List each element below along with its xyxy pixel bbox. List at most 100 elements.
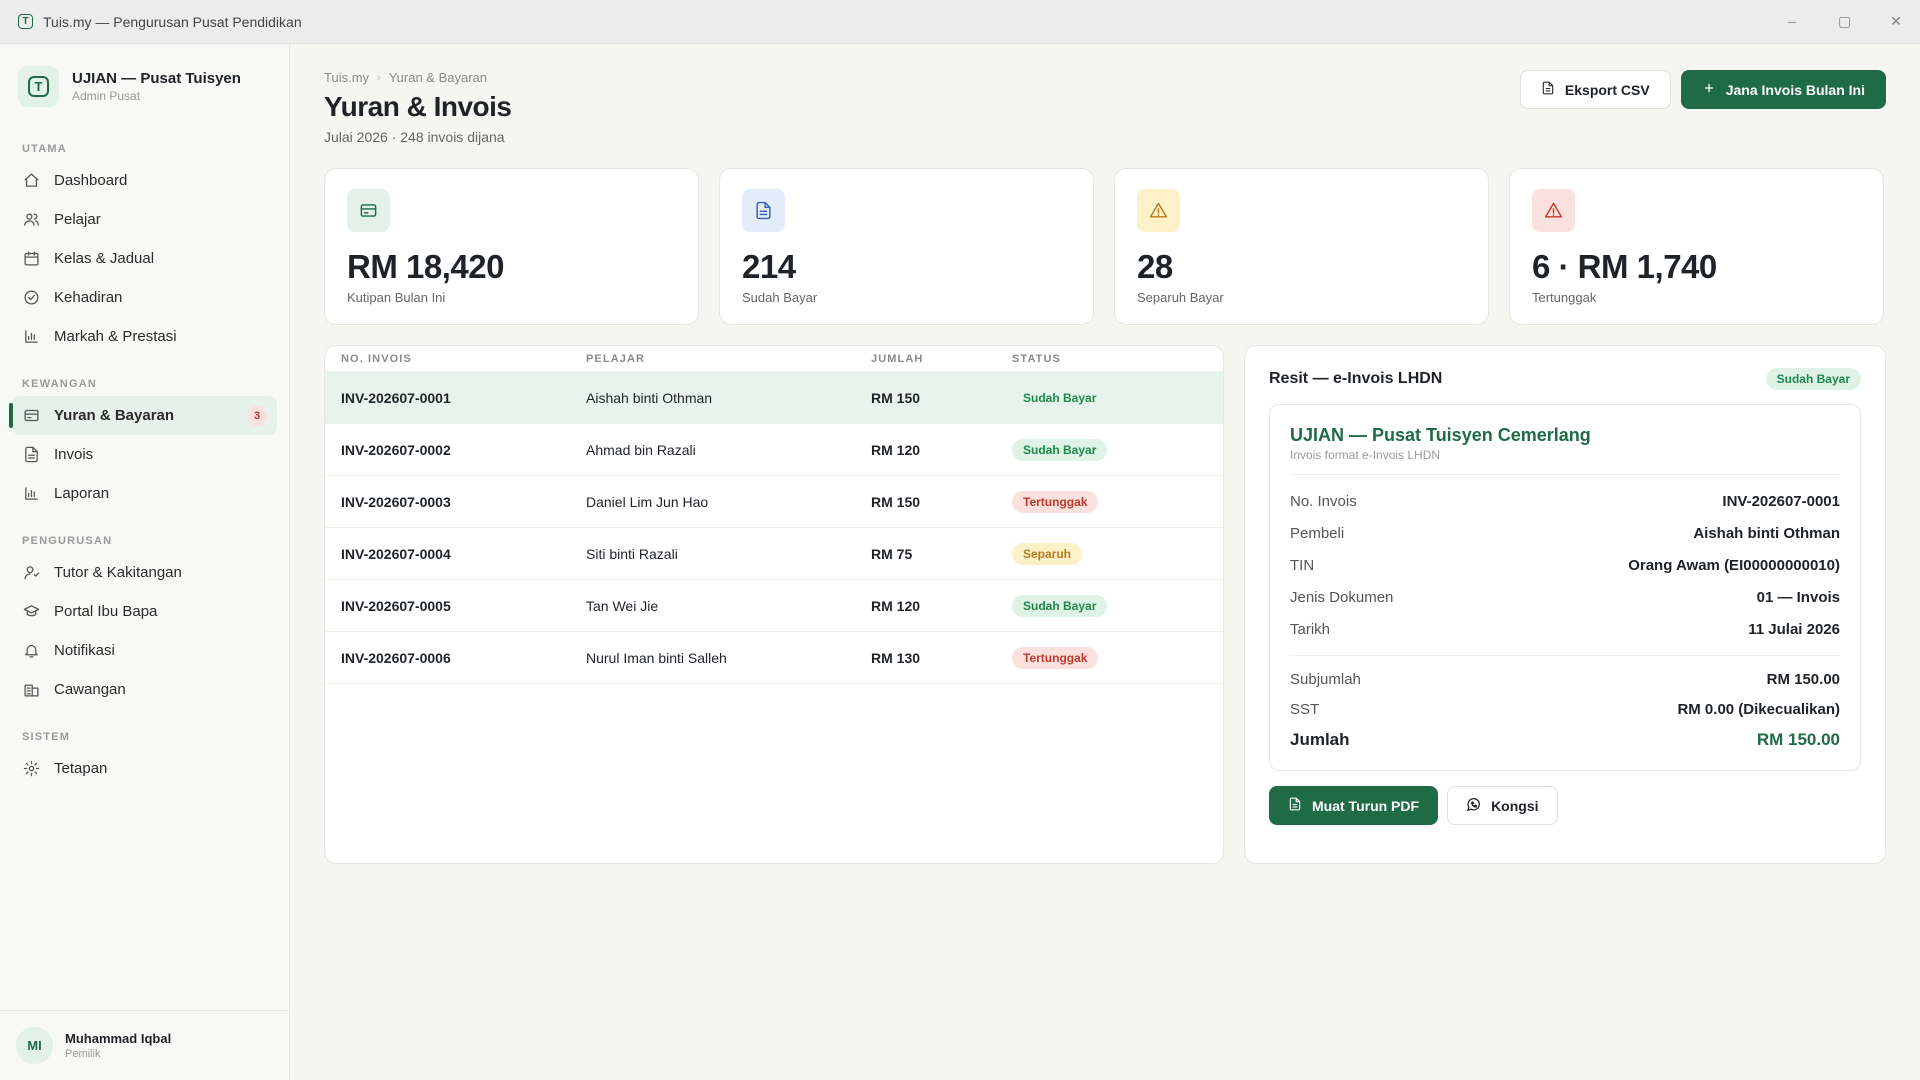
warning-icon xyxy=(1532,189,1575,232)
sidebar-item-kelas-jadual[interactable]: Kelas & Jadual xyxy=(12,239,277,278)
user-role: Pemilik xyxy=(65,1048,101,1060)
brand-name: UJIAN — Pusat Tuisyen xyxy=(72,70,241,87)
invoice-amount: RM 150 xyxy=(871,389,921,406)
bar-chart-icon xyxy=(22,485,40,503)
receipt-sst: SST RM 0.00 (Dikecualikan) xyxy=(1290,700,1840,718)
avatar: MI xyxy=(16,1027,53,1064)
home-icon xyxy=(22,172,40,190)
invoice-table: NO. INVOIS PELAJAR JUMLAH STATUS INV-202607… xyxy=(324,345,1224,864)
users-icon xyxy=(22,211,40,229)
receipt-status-badge: Sudah Bayar xyxy=(1765,368,1861,390)
sidebar-item-label: Notifikasi xyxy=(54,642,115,659)
invoice-amount: RM 120 xyxy=(871,441,921,458)
user-name: Muhammad Iqbal xyxy=(65,1031,172,1046)
maximize-button[interactable]: ▢ xyxy=(1838,13,1852,29)
invoice-number: INV-202607-0003 xyxy=(341,493,451,510)
table-row[interactable]: INV-202607-0001 Aishah binti Othman RM 150… xyxy=(325,372,1223,424)
field-label: TIN xyxy=(1290,556,1315,574)
sidebar-item-tutor-kakitangan[interactable]: Tutor & Kakitangan xyxy=(12,553,277,592)
stats-row: RM 18,420 Kutipan Bulan Ini 214 Sudah Bayar… xyxy=(324,168,1886,325)
generate-invoices-button[interactable]: Jana Invois Bulan Ini xyxy=(1680,70,1886,109)
calendar-icon xyxy=(22,250,40,268)
status-badge: Sudah Bayar xyxy=(1023,390,1097,405)
breadcrumb: Tuis.my › Yuran & Bayaran xyxy=(324,70,1886,85)
column-header-status: STATUS xyxy=(1012,352,1061,365)
minimize-button[interactable]: – xyxy=(1788,13,1796,29)
status-badge: Sudah Bayar xyxy=(1012,594,1108,617)
sidebar-item-label: Pelajar xyxy=(54,211,101,228)
sidebar-item-dashboard[interactable]: Dashboard xyxy=(12,161,277,200)
stat-value: RM 18,420 xyxy=(347,248,504,285)
stat-card-sudah-bayar: 214 Sudah Bayar xyxy=(719,168,1094,325)
file-icon xyxy=(742,189,785,232)
table-row[interactable]: INV-202607-0005 Tan Wei Jie RM 120 Sudah Ba… xyxy=(325,580,1223,632)
download-pdf-button[interactable]: Muat Turun PDF xyxy=(1269,786,1439,825)
table-row[interactable]: INV-202607-0004 Siti binti Razali RM 75 Sep… xyxy=(325,528,1223,580)
status-badge: Sudah Bayar xyxy=(1012,438,1108,461)
invoice-number: INV-202607-0001 xyxy=(341,389,451,406)
graduation-cap-icon xyxy=(22,603,40,621)
credit-card-icon xyxy=(22,407,40,425)
building-icon xyxy=(22,681,40,699)
sidebar-item-label: Portal Ibu Bapa xyxy=(54,603,158,620)
credit-card-icon xyxy=(347,189,390,232)
export-csv-button[interactable]: Eksport CSV xyxy=(1519,70,1671,109)
receipt-org-subtitle: Invois format e-Invois LHDN xyxy=(1290,448,1840,475)
bell-icon xyxy=(22,642,40,660)
student-name: Daniel Lim Jun Hao xyxy=(586,493,709,510)
share-button[interactable]: Kongsi xyxy=(1447,786,1558,825)
field-value: 11 Julai 2026 xyxy=(1748,620,1840,638)
sidebar-item-laporan[interactable]: Laporan xyxy=(12,474,277,513)
field-value: Aishah binti Othman xyxy=(1693,524,1840,542)
brand-logo-icon: T xyxy=(18,66,59,107)
table-row[interactable]: INV-202607-0006 Nurul Iman binti Salleh RM… xyxy=(325,632,1223,684)
student-name: Nurul Iman binti Salleh xyxy=(586,649,727,666)
file-icon xyxy=(1541,81,1555,98)
sidebar-item-markah-prestasi[interactable]: Markah & Prestasi xyxy=(12,317,277,356)
student-name: Aishah binti Othman xyxy=(586,389,713,406)
field-value: 01 — Invois xyxy=(1756,588,1840,606)
sidebar-item-label: Yuran & Bayaran xyxy=(54,407,175,424)
field-value: INV-202607-0001 xyxy=(1722,492,1840,510)
sidebar-item-pelajar[interactable]: Pelajar xyxy=(12,200,277,239)
receipt-field-no-invois: No. Invois INV-202607-0001 xyxy=(1290,485,1840,517)
download-pdf-label: Muat Turun PDF xyxy=(1312,797,1420,814)
sidebar-section-kewangan: KEWANGAN xyxy=(22,378,97,390)
invoice-amount: RM 75 xyxy=(871,545,913,562)
table-row[interactable]: INV-202607-0003 Daniel Lim Jun Hao RM 150 T… xyxy=(325,476,1223,528)
breadcrumb-current: Yuran & Bayaran xyxy=(388,70,487,85)
sidebar-item-invois[interactable]: Invois xyxy=(12,435,277,474)
receipt-org-name: UJIAN — Pusat Tuisyen Cemerlang xyxy=(1290,425,1591,445)
receipt-fields: No. Invois INV-202607-0001 Pembeli Aishah b… xyxy=(1290,475,1840,656)
page-title: Yuran & Invois xyxy=(324,91,512,122)
invoice-amount: RM 120 xyxy=(871,597,921,614)
stat-card-tertunggak: 6 · RM 1,740 Tertunggak xyxy=(1509,168,1884,325)
page-subtitle: Julai 2026 · 248 invois dijana xyxy=(324,129,505,145)
sidebar-item-portal-ibu-bapa[interactable]: Portal Ibu Bapa xyxy=(12,592,277,631)
warning-icon xyxy=(1137,189,1180,232)
share-label: Kongsi xyxy=(1491,797,1539,814)
table-header: NO. INVOIS PELAJAR JUMLAH STATUS xyxy=(325,346,1223,372)
sidebar-item-tetapan[interactable]: Tetapan xyxy=(12,749,277,788)
user-profile[interactable]: MI Muhammad Iqbal Pemilik xyxy=(0,1010,289,1080)
sidebar-item-cawangan[interactable]: Cawangan xyxy=(12,670,277,709)
student-name: Ahmad bin Razali xyxy=(586,441,696,458)
sidebar-item-yuran-bayaran[interactable]: Yuran & Bayaran 3 xyxy=(9,396,277,435)
sidebar-item-label: Kehadiran xyxy=(54,289,123,306)
sidebar-item-kehadiran[interactable]: Kehadiran xyxy=(12,278,277,317)
file-icon xyxy=(22,446,40,464)
breadcrumb-root[interactable]: Tuis.my xyxy=(324,70,370,85)
stat-value: 6 · RM 1,740 xyxy=(1532,248,1717,285)
receipt-field-tarikh: Tarikh 11 Julai 2026 xyxy=(1290,613,1840,645)
receipt-total: Jumlah RM 150.00 xyxy=(1290,730,1840,749)
invoice-number: INV-202607-0004 xyxy=(341,545,451,562)
stat-card-separuh-bayar: 28 Separuh Bayar xyxy=(1114,168,1489,325)
whatsapp-icon xyxy=(1466,797,1481,815)
sidebar-item-label: Markah & Prestasi xyxy=(54,328,177,345)
stat-label: Sudah Bayar xyxy=(742,290,818,305)
sidebar-item-notifikasi[interactable]: Notifikasi xyxy=(12,631,277,670)
generate-invoices-label: Jana Invois Bulan Ini xyxy=(1725,81,1865,98)
table-row[interactable]: INV-202607-0002 Ahmad bin Razali RM 120 Sud… xyxy=(325,424,1223,476)
file-icon xyxy=(1288,797,1302,814)
close-button[interactable]: ✕ xyxy=(1890,13,1902,29)
